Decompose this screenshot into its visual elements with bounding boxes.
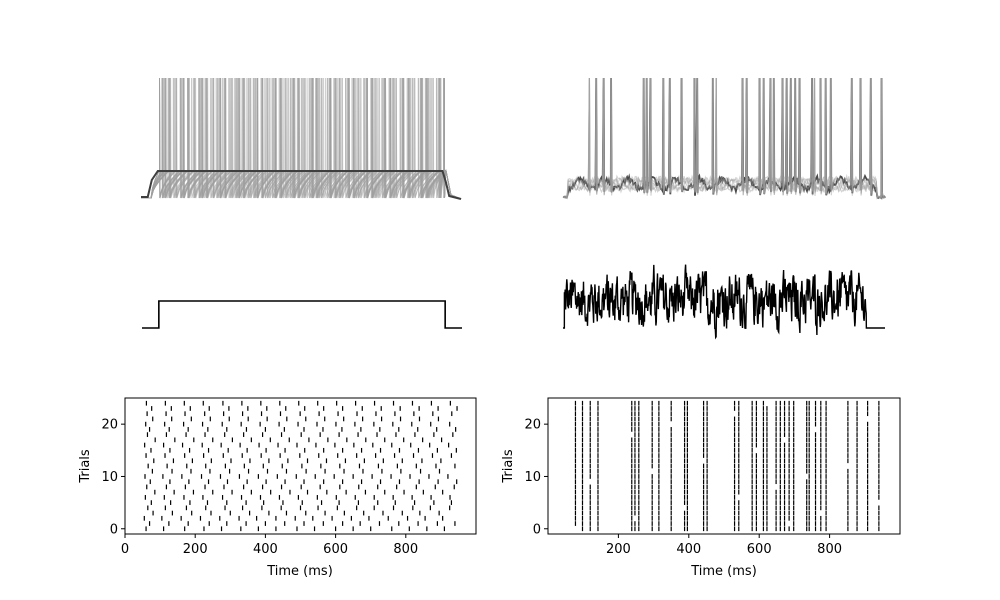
raster-constant-ylabel: Trials	[78, 449, 93, 484]
raster-noisy-tick-marks: 200 400 600 800 0 10 20	[524, 418, 842, 557]
raster-constant-ytick-label: 10	[101, 470, 118, 485]
voltage-noisy-trace	[562, 77, 886, 200]
voltage-noisy-trace	[562, 77, 886, 199]
voltage-constant-trace	[141, 77, 462, 200]
input-current-constant	[142, 300, 462, 329]
voltage-traces-noisy-input	[562, 77, 887, 201]
voltage-constant-envelope	[141, 170, 462, 200]
voltage-noisy-trace	[562, 77, 886, 200]
raster-constant-xtick-label: 800	[393, 542, 418, 557]
raster-constant-spikes	[143, 400, 458, 532]
input-current-noisy	[563, 264, 885, 340]
input-noisy-line	[563, 264, 885, 340]
raster-plot-constant: 0 200 400 600 800 0 10 20 Time (ms) Trials	[78, 397, 477, 579]
raster-plot-noisy: 200 400 600 800 0 10 20 Time (ms) Trials	[501, 397, 901, 579]
voltage-constant-trace	[141, 77, 462, 200]
voltage-constant-trace	[141, 77, 462, 200]
voltage-noisy-trace	[563, 77, 886, 200]
voltage-constant-trace	[141, 77, 462, 200]
raster-noisy-frame	[547, 397, 901, 535]
raster-constant-tick-marks: 0 200 400 600 800 0 10 20	[101, 418, 418, 557]
raster-constant-ytick-label: 20	[101, 418, 118, 433]
raster-noisy-xtick-label: 800	[817, 542, 842, 557]
raster-constant-frame	[124, 397, 477, 535]
voltage-constant-trace	[141, 77, 462, 200]
raster-noisy-ytick-label: 0	[533, 522, 541, 537]
voltage-constant-trace	[141, 77, 462, 200]
raster-constant-xlabel: Time (ms)	[266, 564, 333, 579]
voltage-noisy-trace	[562, 77, 887, 200]
raster-noisy-ylabel: Trials	[501, 449, 516, 484]
voltage-constant-trace	[141, 77, 462, 200]
raster-constant-xtick-label: 0	[121, 542, 129, 557]
input-constant-line	[142, 300, 462, 329]
raster-noisy-ytick-label: 10	[524, 470, 541, 485]
voltage-noisy-trace	[562, 77, 886, 201]
raster-constant-xtick-label: 600	[323, 542, 348, 557]
voltage-traces-constant-input	[141, 77, 462, 200]
raster-constant-ytick-label: 0	[110, 522, 118, 537]
raster-noisy-xlabel: Time (ms)	[690, 564, 757, 579]
raster-noisy-xtick-label: 400	[676, 542, 701, 557]
raster-noisy-ytick-label: 20	[524, 418, 541, 433]
raster-noisy-xtick-label: 200	[606, 542, 631, 557]
raster-noisy-spikes	[574, 400, 880, 532]
raster-constant-xtick-label: 400	[253, 542, 278, 557]
raster-noisy-xtick-label: 600	[747, 542, 772, 557]
raster-constant-xtick-label: 200	[183, 542, 208, 557]
